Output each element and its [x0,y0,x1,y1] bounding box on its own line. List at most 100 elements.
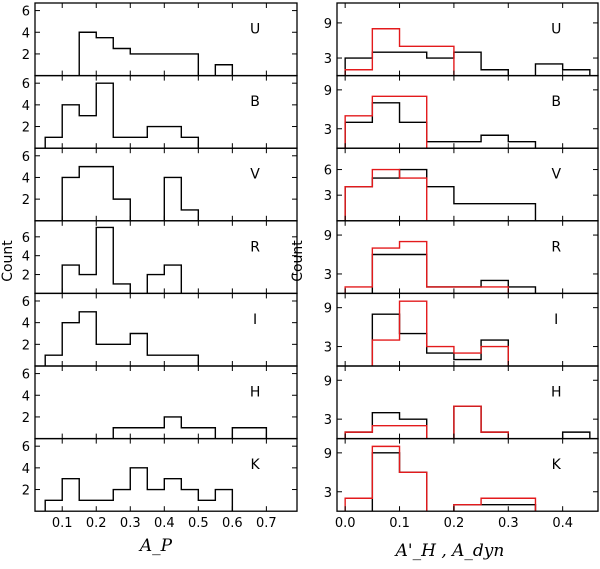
panel-right-R: 3 9 R [324,220,599,295]
panel-frame [336,2,599,77]
panel-left-R: 2 4 6 R [22,220,298,295]
panel-frame [34,2,298,77]
y-tick-label: 2 [22,193,30,208]
histogram-series-black-R [61,226,183,294]
y-tick-label: 6 [324,164,332,179]
right-y-axis-label: Count [290,240,306,282]
x-tick-label: 0.7 [256,516,277,531]
y-tick-label: 2 [22,121,30,136]
histogram-series-black-I [371,313,509,366]
x-tick-label: 0.3 [498,516,519,531]
panel-right-K: 3 9 K [324,437,599,512]
band-label-I: I [554,312,558,328]
y-tick-label: 4 [22,462,30,477]
y-tick-label: 4 [22,317,30,332]
x-tick-label: 0.6 [222,516,243,531]
panel-right-V: 3 6 V [324,147,599,222]
left-x-axis-label: A_P [138,536,173,556]
x-tick-label: 0.1 [52,516,73,531]
x-tick-label: 0.3 [120,516,141,531]
y-tick-label: 6 [22,5,30,20]
x-tick-label: 0.0 [335,516,356,531]
y-tick-label: 4 [22,171,30,186]
panel-left-B: 2 4 6 B [22,74,298,149]
panel-frame [34,147,298,222]
y-tick-label: 4 [22,99,30,114]
y-tick-label: 9 [324,447,332,462]
right-column-panels: 3 9 U 3 9 B 3 6 V 3 9 R 3 9 I 3 9 H 3 9 K 0.0 0.1 0.2 0.3 0.4 [324,2,599,531]
y-tick-label: 2 [22,411,30,426]
y-tick-label: 3 [324,52,332,67]
histogram-series-black-K [371,452,537,512]
y-tick-label: 9 [324,17,332,32]
panel-left-V: 2 4 6 V [22,147,298,222]
histogram-series-red-K [344,445,537,512]
histogram-series-black-H [112,416,268,439]
panel-left-I: 2 4 6 I [22,292,298,367]
histogram-series-red-R [344,240,509,294]
histogram-series-red-U [344,28,455,76]
y-tick-label: 6 [22,368,30,383]
histogram-series-black-V [61,165,200,221]
band-label-B: B [551,94,561,110]
histogram-series-black-U [344,51,591,76]
panel-left-H: 2 4 6 H [22,365,298,440]
band-label-K: K [552,457,562,473]
band-label-R: R [250,239,260,255]
y-tick-label: 2 [22,484,30,499]
y-tick-label: 6 [22,77,30,92]
panel-right-I: 3 9 I [324,292,599,367]
histogram-series-black-I [44,311,200,366]
histogram-series-black-V [344,168,537,221]
panel-right-B: 3 9 B [324,74,599,149]
histogram-series-red-B [344,95,428,149]
panel-frame [34,74,298,149]
x-tick-label: 0.2 [444,516,465,531]
left-column-panels: 2 4 6 U 2 4 6 B 2 4 6 V 2 4 6 R 2 4 6 I 2 4 6 H 2 4 6 K 0.1 0.2 0.3 0.4… [22,2,298,531]
y-tick-label: 4 [22,250,30,265]
band-label-H: H [250,384,261,400]
y-tick-label: 2 [22,269,30,284]
y-tick-label: 3 [324,123,332,138]
y-tick-label: 6 [22,295,30,310]
y-tick-label: 4 [22,389,30,404]
histogram-series-black-U [78,31,234,76]
histogram-series-black-B [344,102,537,149]
x-tick-label: 0.4 [552,516,573,531]
panel-frame [34,437,298,512]
panel-left-K: 2 4 6 K [22,437,298,512]
y-tick-label: 6 [22,440,30,455]
band-label-K: K [250,457,260,473]
left-y-axis-label: Count [0,240,16,282]
panel-frame [336,220,599,295]
panel-frame [336,74,599,149]
panel-frame [336,147,599,222]
band-label-B: B [250,94,260,110]
right-x-axis-label: A'_H , A_dyn [394,541,505,561]
histogram-series-black-B [44,82,200,149]
y-tick-label: 9 [324,229,332,244]
x-tick-label: 0.2 [86,516,107,531]
x-tick-label: 0.4 [154,516,175,531]
panel-right-U: 3 9 U [324,2,599,77]
histogram-series-red-H [344,405,509,439]
y-tick-label: 3 [324,486,332,501]
histogram-series-red-I [371,300,509,366]
y-tick-label: 3 [324,268,332,283]
panel-frame [336,292,599,367]
y-tick-label: 9 [324,302,332,317]
y-tick-label: 3 [324,189,332,204]
band-label-R: R [551,239,561,255]
y-tick-label: 6 [22,150,30,165]
histogram-series-black-H [344,405,591,439]
panel-frame [34,220,298,295]
y-tick-label: 9 [324,374,332,389]
x-tick-label: 0.5 [188,516,209,531]
panel-frame [336,365,599,440]
band-label-V: V [250,167,260,183]
x-tick-label: 0.1 [389,516,410,531]
band-label-V: V [551,167,561,183]
y-tick-label: 3 [324,341,332,356]
panel-left-U: 2 4 6 U [22,2,298,77]
